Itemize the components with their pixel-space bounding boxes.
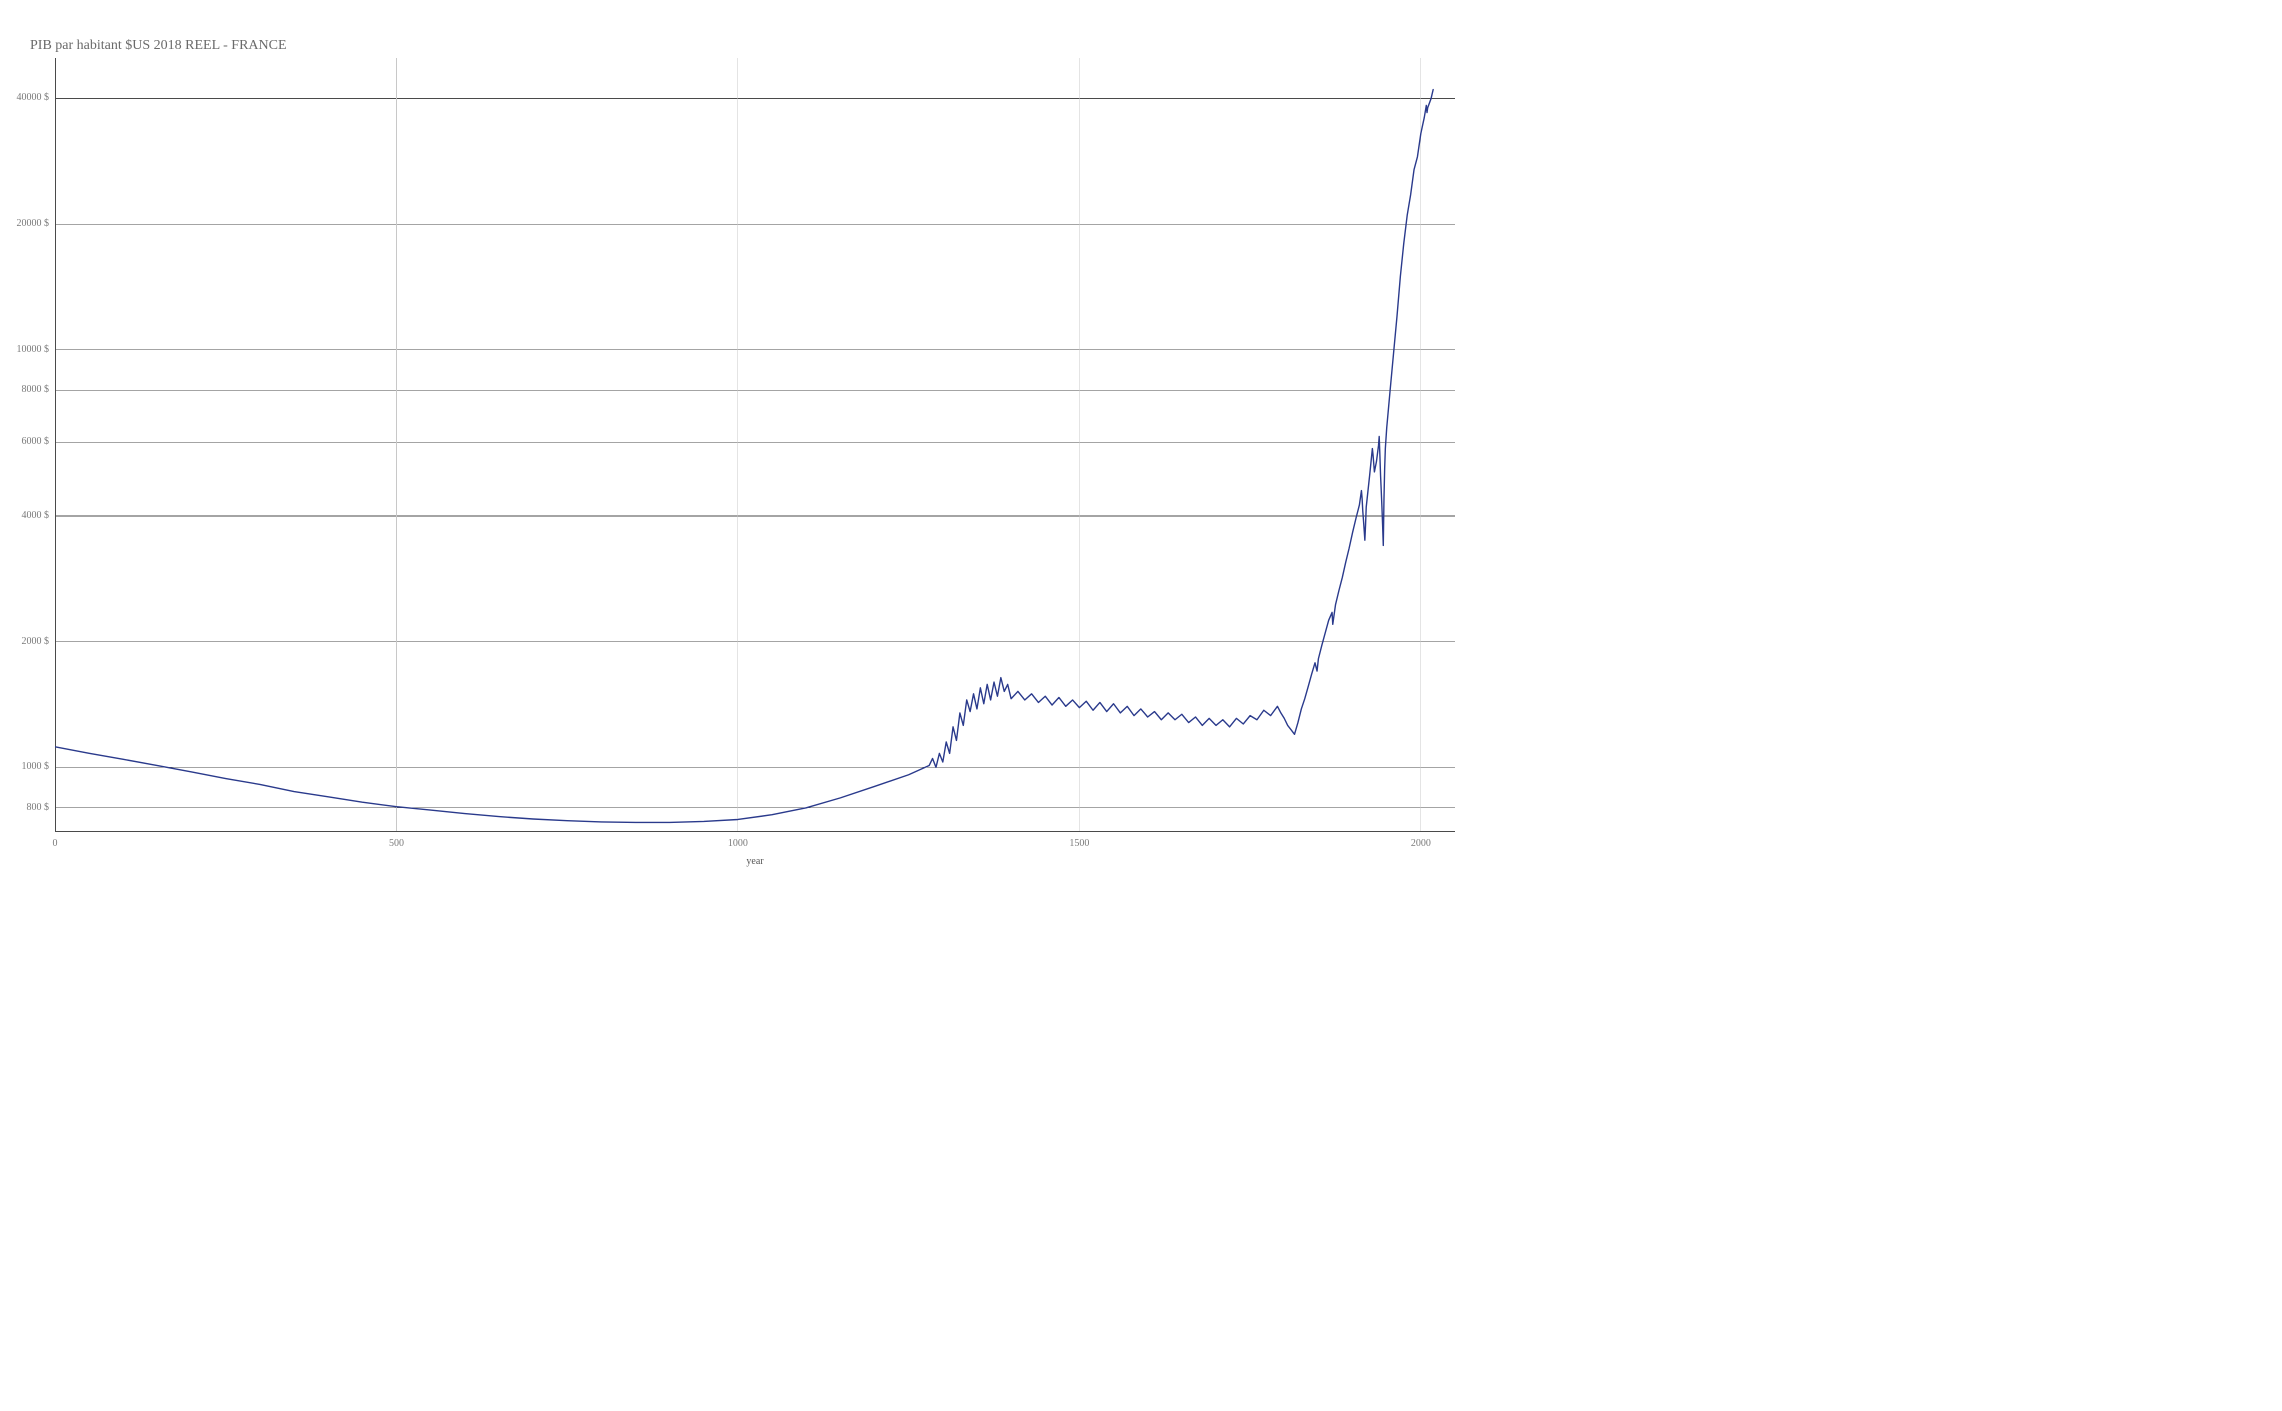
chart-title: PIB par habitant $US 2018 REEL - FRANCE bbox=[30, 38, 287, 54]
y-tick-label: 2000 $ bbox=[0, 636, 49, 647]
chart-page: PIB par habitant $US 2018 REEL - FRANCE … bbox=[0, 0, 1500, 927]
y-tick-label: 10000 $ bbox=[0, 344, 49, 355]
y-tick-label: 20000 $ bbox=[0, 218, 49, 229]
x-tick-label: 1500 bbox=[1069, 838, 1089, 849]
y-tick-label: 6000 $ bbox=[0, 436, 49, 447]
x-tick-label: 2000 bbox=[1411, 838, 1431, 849]
chart-svg bbox=[55, 58, 1455, 832]
y-tick-label: 4000 $ bbox=[0, 510, 49, 521]
x-axis-label: year bbox=[746, 856, 763, 867]
y-tick-label: 800 $ bbox=[0, 802, 49, 813]
x-tick-label: 0 bbox=[53, 838, 58, 849]
y-tick-label: 1000 $ bbox=[0, 761, 49, 772]
y-tick-label: 8000 $ bbox=[0, 384, 49, 395]
y-tick-label: 40000 $ bbox=[0, 92, 49, 103]
x-tick-label: 1000 bbox=[728, 838, 748, 849]
plot-area bbox=[55, 58, 1455, 832]
x-tick-label: 500 bbox=[389, 838, 404, 849]
